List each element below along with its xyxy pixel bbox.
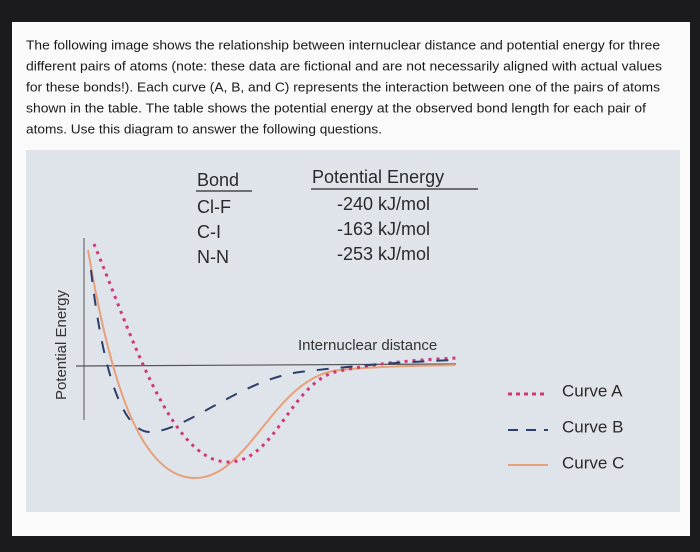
legend-label: Curve C	[562, 453, 624, 472]
legend-label: Curve A	[562, 381, 623, 400]
question-line: different pairs of atoms (note: these da…	[26, 58, 663, 73]
curve-b	[90, 269, 456, 434]
question-line: The following image shows the relationsh…	[26, 37, 660, 52]
x-axis-label: Internuclear distance	[298, 337, 437, 354]
y-axis-label: Potential Energy	[53, 289, 70, 400]
table-cell: -253 kJ/mol	[337, 244, 430, 264]
table-header: Bond	[197, 170, 239, 190]
table-cell: Cl-F	[197, 197, 231, 217]
question-line: for these bonds!). Each curve (A, B, and…	[26, 79, 661, 94]
curve-c	[87, 249, 456, 480]
legend-label: Curve B	[562, 417, 623, 436]
table-cell: N-N	[197, 247, 229, 267]
table-cell: -240 kJ/mol	[337, 194, 430, 214]
diagram-area	[26, 150, 680, 512]
x-axis	[75, 363, 457, 367]
table-cell: C-I	[197, 222, 221, 242]
table-header: Potential Energy	[312, 167, 444, 187]
question-line: shown in the table. The table shows the …	[26, 100, 646, 115]
question-line: atoms. Use this diagram to answer the fo…	[26, 121, 382, 136]
table-cell: -163 kJ/mol	[337, 219, 430, 239]
